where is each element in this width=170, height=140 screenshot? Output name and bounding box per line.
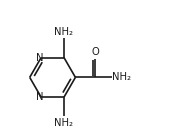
Text: O: O xyxy=(91,47,99,57)
Text: NH₂: NH₂ xyxy=(112,72,131,82)
Text: NH₂: NH₂ xyxy=(55,118,73,128)
Text: N: N xyxy=(36,53,44,63)
Text: NH₂: NH₂ xyxy=(55,27,73,37)
Text: N: N xyxy=(36,92,44,102)
